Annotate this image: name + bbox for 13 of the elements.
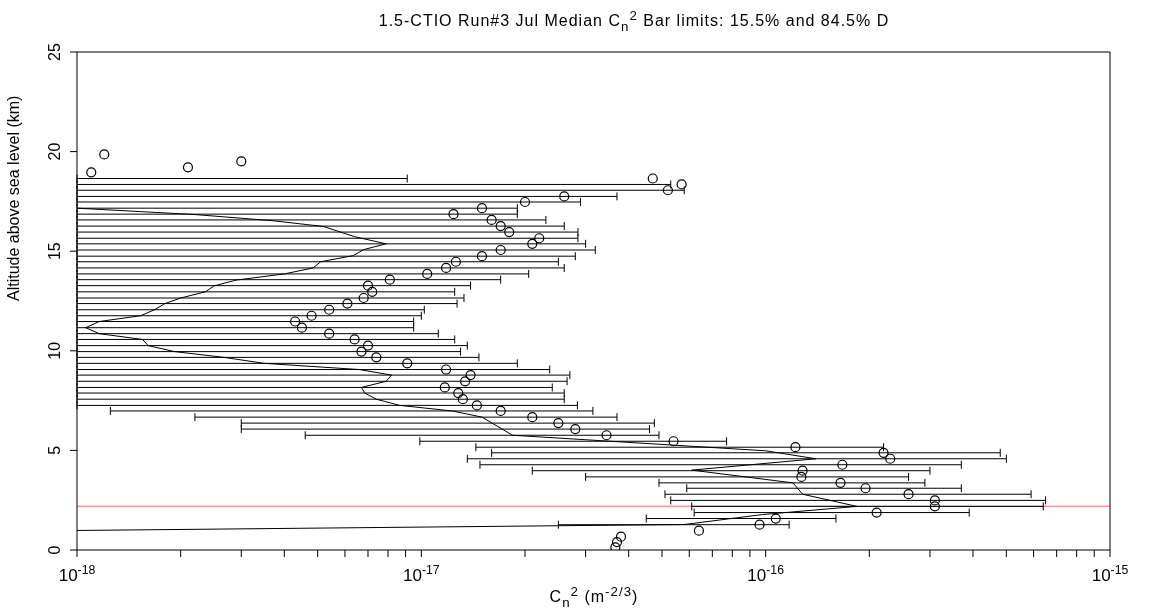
x-tick-label: 10$^{-18}$ (58, 563, 96, 585)
x-axis-title: C$_{n}$$^{2}$ (m$^{-2/3}$) (548, 584, 640, 610)
chart-title: 1.5-CTIO Run#3 Jul Median C$_{n}$$^{2}$ Bar limits: 15.5% and 84.5% D (377, 8, 891, 34)
y-axis-title: Altitude above sea level (km) (5, 95, 23, 301)
y-tick-label: 20 (46, 142, 63, 161)
y-tick-label: 5 (46, 445, 63, 455)
y-tick-label: 0 (46, 545, 63, 555)
x-tick-label: 10$^{-17}$ (403, 563, 440, 585)
y-tick-label: 10 (46, 341, 63, 360)
x-tick-label: 10$^{-16}$ (747, 563, 785, 585)
y-tick-label: 15 (46, 242, 63, 261)
x-tick-label: 10$^{-15}$ (1091, 563, 1129, 585)
y-tick-label: 25 (46, 43, 63, 61)
